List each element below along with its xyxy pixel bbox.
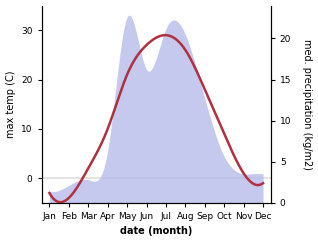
Y-axis label: med. precipitation (kg/m2): med. precipitation (kg/m2) <box>302 39 313 170</box>
Y-axis label: max temp (C): max temp (C) <box>5 70 16 138</box>
X-axis label: date (month): date (month) <box>120 227 192 236</box>
